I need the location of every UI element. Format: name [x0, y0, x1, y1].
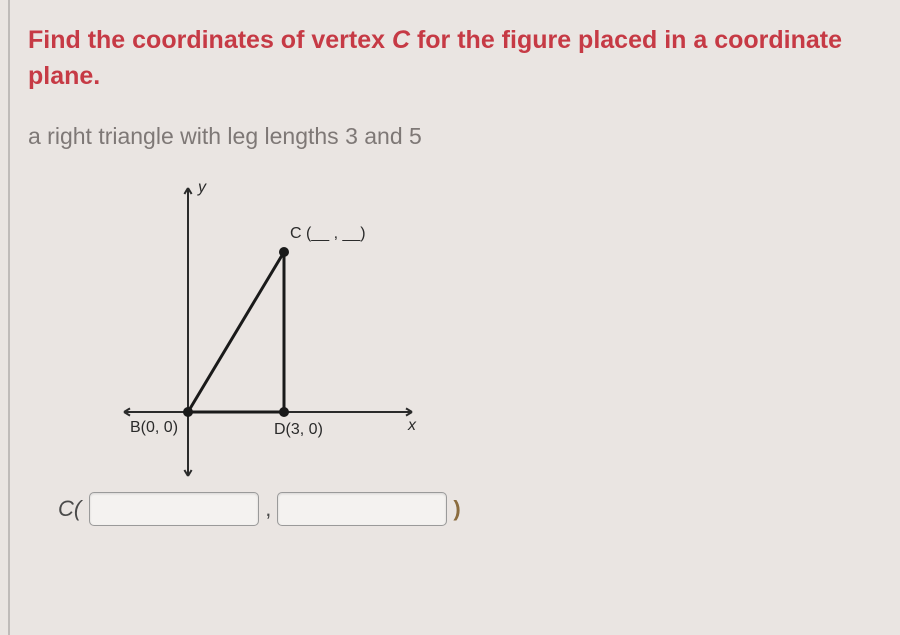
answer-row: C( , ) [58, 492, 872, 526]
y-axis-label: y [197, 179, 207, 196]
point-d [279, 407, 289, 417]
answer-input-x[interactable] [89, 492, 259, 526]
coordinate-chart: y x B(0, 0) D(3, 0) C (__ , __) [68, 162, 468, 482]
left-margin-line [8, 0, 10, 635]
point-b [183, 407, 193, 417]
label-c: C (__ , __) [290, 225, 366, 242]
question-subtitle: a right triangle with leg lengths 3 and … [28, 123, 872, 150]
point-c [279, 247, 289, 257]
label-b: B(0, 0) [130, 419, 178, 436]
title-part1: Find the coordinates of vertex [28, 26, 392, 54]
answer-label: C( [58, 496, 81, 522]
x-axis-label: x [407, 417, 417, 434]
answer-sep: , [265, 496, 271, 522]
question-title: Find the coordinates of vertex C for the… [28, 22, 872, 95]
title-vertex: C [392, 26, 417, 54]
chart-svg: y x B(0, 0) D(3, 0) C (__ , __) [68, 162, 448, 482]
label-d: D(3, 0) [274, 421, 323, 438]
triangle [188, 252, 284, 412]
answer-close: ) [453, 496, 460, 522]
page: Find the coordinates of vertex C for the… [0, 0, 900, 546]
answer-input-y[interactable] [277, 492, 447, 526]
